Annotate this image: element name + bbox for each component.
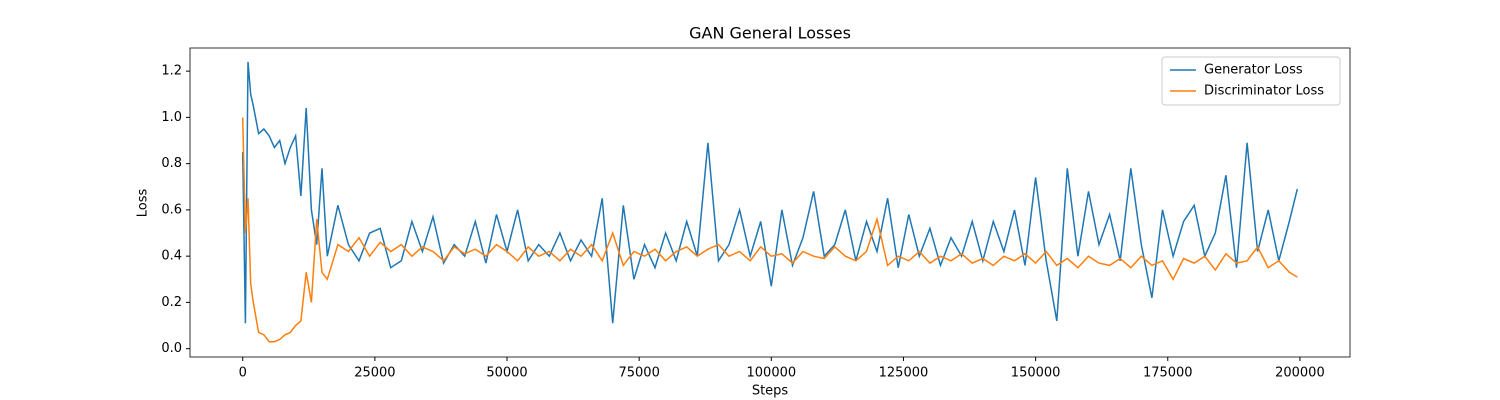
x-tick-label: 125000 — [879, 366, 929, 381]
y-tick-label: 0.6 — [161, 202, 182, 217]
y-tick-label: 0.8 — [161, 156, 182, 171]
x-tick-label: 150000 — [1011, 366, 1061, 381]
y-tick-label: 1.2 — [161, 64, 182, 79]
x-tick-label: 100000 — [747, 366, 797, 381]
x-tick-label: 50000 — [486, 366, 527, 381]
x-axis-label: Steps — [752, 384, 789, 399]
y-tick-label: 0.0 — [161, 341, 182, 356]
y-tick-label: 0.2 — [161, 295, 182, 310]
line — [241, 61, 1299, 324]
x-tick-label: 25000 — [354, 366, 395, 381]
y-tick-label: 0.4 — [161, 249, 182, 264]
y-axis-label: Loss — [136, 189, 151, 218]
x-tick-label: 175000 — [1143, 366, 1193, 381]
chart-title: GAN General Losses — [689, 24, 851, 43]
x-tick-label: 75000 — [618, 366, 659, 381]
plot-frame — [189, 47, 1351, 358]
y-tick-label: 1.0 — [161, 110, 182, 125]
legend-label: Generator Loss — [1204, 63, 1303, 78]
legend-box — [1161, 56, 1341, 106]
line — [241, 117, 1298, 343]
x-tick-label: 0 — [239, 366, 247, 381]
x-tick-label: 200000 — [1275, 366, 1325, 381]
legend-label: Discriminator Loss — [1204, 84, 1324, 99]
